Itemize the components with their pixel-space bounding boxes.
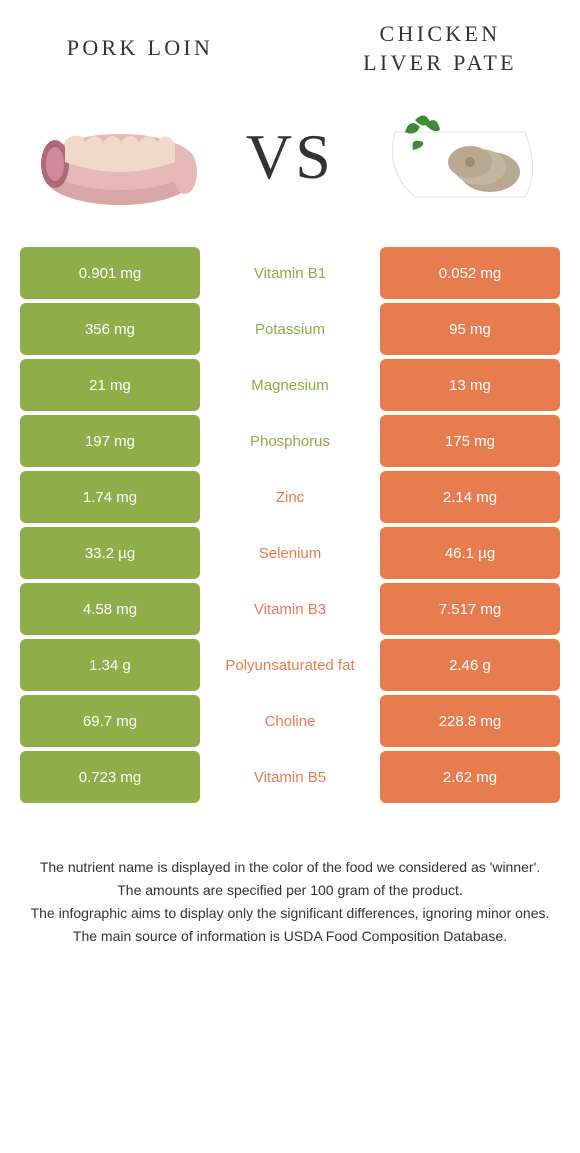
vs-label: VS bbox=[246, 120, 334, 194]
right-value: 46.1 µg bbox=[380, 527, 560, 579]
nutrient-name: Vitamin B5 bbox=[200, 751, 380, 803]
footer-line-3: The infographic aims to display only the… bbox=[30, 903, 550, 924]
nutrient-row: 197 mgPhosphorus175 mg bbox=[20, 415, 560, 467]
left-value: 356 mg bbox=[20, 303, 200, 355]
footer: The nutrient name is displayed in the co… bbox=[0, 807, 580, 979]
right-value: 7.517 mg bbox=[380, 583, 560, 635]
nutrient-row: 69.7 mgCholine228.8 mg bbox=[20, 695, 560, 747]
right-food-title: CHICKEN LIVER PATE bbox=[340, 20, 540, 77]
nutrient-name: Choline bbox=[200, 695, 380, 747]
nutrient-name: Vitamin B1 bbox=[200, 247, 380, 299]
nutrient-name: Zinc bbox=[200, 471, 380, 523]
right-food-image bbox=[370, 97, 550, 217]
right-value: 228.8 mg bbox=[380, 695, 560, 747]
nutrient-row: 4.58 mgVitamin B37.517 mg bbox=[20, 583, 560, 635]
nutrient-table: 0.901 mgVitamin B10.052 mg356 mgPotassiu… bbox=[0, 247, 580, 803]
footer-line-1: The nutrient name is displayed in the co… bbox=[30, 857, 550, 878]
nutrient-name: Phosphorus bbox=[200, 415, 380, 467]
nutrient-row: 1.34 gPolyunsaturated fat2.46 g bbox=[20, 639, 560, 691]
nutrient-row: 0.723 mgVitamin B52.62 mg bbox=[20, 751, 560, 803]
nutrient-name: Magnesium bbox=[200, 359, 380, 411]
left-value: 197 mg bbox=[20, 415, 200, 467]
nutrient-row: 33.2 µgSelenium46.1 µg bbox=[20, 527, 560, 579]
footer-line-4: The main source of information is USDA F… bbox=[30, 926, 550, 947]
left-value: 1.74 mg bbox=[20, 471, 200, 523]
nutrient-row: 356 mgPotassium95 mg bbox=[20, 303, 560, 355]
left-value: 69.7 mg bbox=[20, 695, 200, 747]
images-row: VS bbox=[0, 87, 580, 247]
left-value: 4.58 mg bbox=[20, 583, 200, 635]
right-value: 0.052 mg bbox=[380, 247, 560, 299]
right-value: 175 mg bbox=[380, 415, 560, 467]
nutrient-row: 1.74 mgZinc2.14 mg bbox=[20, 471, 560, 523]
left-value: 0.901 mg bbox=[20, 247, 200, 299]
right-value: 2.46 g bbox=[380, 639, 560, 691]
left-food-title: PORK LOIN bbox=[40, 34, 240, 63]
right-value: 95 mg bbox=[380, 303, 560, 355]
nutrient-name: Selenium bbox=[200, 527, 380, 579]
nutrient-name: Polyunsaturated fat bbox=[200, 639, 380, 691]
left-value: 33.2 µg bbox=[20, 527, 200, 579]
nutrient-row: 21 mgMagnesium13 mg bbox=[20, 359, 560, 411]
nutrient-row: 0.901 mgVitamin B10.052 mg bbox=[20, 247, 560, 299]
nutrient-name: Potassium bbox=[200, 303, 380, 355]
left-value: 21 mg bbox=[20, 359, 200, 411]
header: PORK LOIN CHICKEN LIVER PATE bbox=[0, 0, 580, 87]
footer-line-2: The amounts are specified per 100 gram o… bbox=[30, 880, 550, 901]
right-value: 2.14 mg bbox=[380, 471, 560, 523]
left-value: 0.723 mg bbox=[20, 751, 200, 803]
left-food-image bbox=[30, 97, 210, 217]
nutrient-name: Vitamin B3 bbox=[200, 583, 380, 635]
left-value: 1.34 g bbox=[20, 639, 200, 691]
right-value: 2.62 mg bbox=[380, 751, 560, 803]
right-value: 13 mg bbox=[380, 359, 560, 411]
